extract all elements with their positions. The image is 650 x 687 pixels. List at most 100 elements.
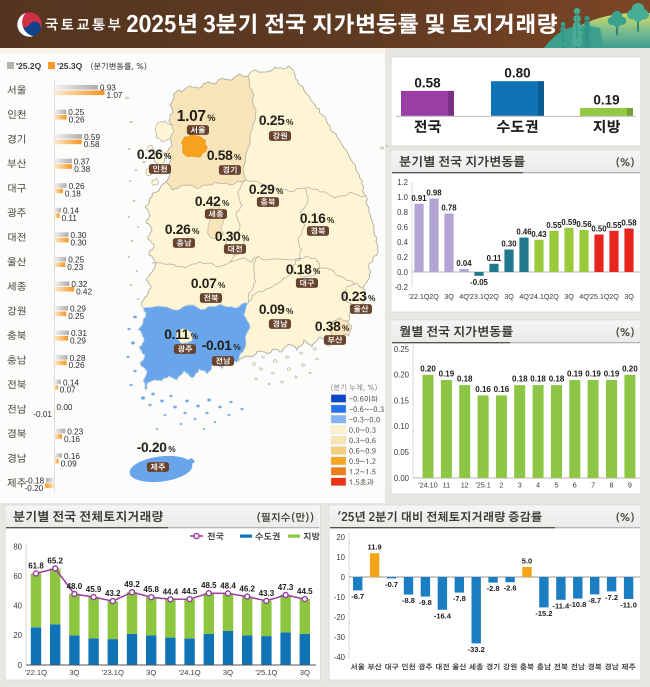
svg-text:0.18: 0.18 (65, 189, 81, 198)
svg-text:0.6: 0.6 (397, 223, 408, 232)
svg-text:0.26%: 0.26% (165, 222, 200, 237)
svg-text:0.05: 0.05 (394, 448, 410, 457)
svg-text:0.58: 0.58 (84, 140, 100, 149)
svg-text:-0.20: -0.20 (25, 484, 44, 493)
svg-text:0.07%: 0.07% (191, 276, 226, 291)
svg-text:0.31: 0.31 (71, 329, 87, 338)
svg-text:0.20: 0.20 (622, 364, 638, 373)
svg-text:-0.7: -0.7 (385, 580, 398, 589)
svg-text:0.91: 0.91 (411, 194, 427, 203)
svg-text:0.11%: 0.11% (164, 327, 198, 342)
svg-text:'23.1Q: '23.1Q (102, 668, 124, 677)
svg-text:44.5: 44.5 (182, 587, 198, 596)
svg-text:0.26: 0.26 (69, 116, 85, 125)
svg-text:0.19: 0.19 (593, 93, 619, 108)
svg-text:0.78: 0.78 (441, 204, 457, 213)
svg-text:0.18: 0.18 (549, 375, 565, 384)
svg-text:-8.7: -8.7 (588, 596, 601, 605)
svg-text:0.26: 0.26 (69, 361, 85, 370)
svg-text:0.26%: 0.26% (137, 147, 172, 162)
svg-text:80: 80 (13, 542, 22, 551)
svg-text:10: 10 (336, 553, 345, 562)
svg-text:-20: -20 (334, 613, 346, 622)
svg-text:4Q: 4Q (519, 292, 529, 301)
svg-text:-0.01%: -0.01% (202, 338, 241, 353)
svg-text:20: 20 (336, 533, 345, 542)
svg-text:'24.1Q: '24.1Q (179, 668, 201, 677)
svg-text:0.00: 0.00 (57, 403, 73, 412)
svg-text:0.07: 0.07 (60, 386, 76, 395)
svg-text:49.2: 49.2 (124, 580, 140, 589)
svg-text:0.42%: 0.42% (195, 194, 230, 209)
svg-text:'23.1Q: '23.1Q (469, 292, 490, 301)
svg-text:'24.1Q: '24.1Q (529, 292, 550, 301)
svg-text:40: 40 (13, 602, 22, 611)
svg-text:0.25%: 0.25% (259, 113, 294, 128)
svg-text:0.25: 0.25 (68, 312, 84, 321)
svg-text:0.19: 0.19 (439, 370, 455, 379)
svg-text:0.46: 0.46 (516, 228, 532, 237)
svg-text:1.0: 1.0 (397, 193, 409, 202)
svg-text:0.0: 0.0 (397, 268, 409, 277)
svg-text:0.04: 0.04 (456, 259, 472, 268)
svg-text:0.11: 0.11 (62, 214, 78, 223)
svg-text:1.07%: 1.07% (177, 108, 216, 125)
svg-text:0.93: 0.93 (100, 84, 116, 93)
svg-text:0.19: 0.19 (567, 370, 583, 379)
svg-text:0.23: 0.23 (67, 427, 83, 436)
svg-text:65.2: 65.2 (47, 557, 63, 566)
svg-text:2Q: 2Q (489, 292, 499, 301)
svg-text:48.5: 48.5 (201, 581, 217, 590)
svg-text:0.29: 0.29 (70, 305, 86, 314)
svg-text:5: 5 (555, 481, 559, 490)
svg-text:0.09: 0.09 (61, 459, 77, 468)
svg-text:0: 0 (18, 661, 23, 670)
svg-text:3Q: 3Q (564, 292, 574, 301)
svg-text:0.18: 0.18 (457, 375, 473, 384)
svg-text:4Q: 4Q (579, 292, 589, 301)
svg-text:0.8: 0.8 (397, 208, 408, 217)
svg-text:'25.2Q: '25.2Q (16, 61, 42, 71)
svg-text:'24.10: '24.10 (418, 481, 437, 490)
svg-text:0.23%: 0.23% (341, 289, 376, 304)
svg-text:3Q: 3Q (146, 668, 156, 677)
svg-text:0.38: 0.38 (74, 165, 90, 174)
svg-text:43.3: 43.3 (259, 589, 275, 598)
svg-text:-0.01: -0.01 (33, 410, 52, 419)
svg-text:-11.0: -11.0 (620, 601, 637, 610)
svg-text:-15.2: -15.2 (535, 609, 552, 618)
svg-text:0.16: 0.16 (64, 452, 80, 461)
svg-text:-7.8: -7.8 (453, 594, 466, 603)
svg-text:-33.2: -33.2 (468, 645, 485, 654)
svg-text:-7.2: -7.2 (605, 593, 618, 602)
svg-text:0.18%: 0.18% (286, 262, 321, 277)
svg-text:48.0: 48.0 (67, 582, 83, 591)
svg-text:0: 0 (341, 573, 346, 582)
svg-text:43.2: 43.2 (105, 589, 121, 598)
svg-text:0.16: 0.16 (494, 385, 510, 394)
svg-text:44.5: 44.5 (297, 587, 313, 596)
svg-text:0.58%: 0.58% (207, 148, 242, 163)
svg-text:-2.6: -2.6 (504, 584, 517, 593)
svg-text:0.4: 0.4 (397, 238, 409, 247)
svg-text:1.07: 1.07 (107, 91, 123, 100)
svg-text:0.16%: 0.16% (300, 211, 335, 226)
svg-text:-0.20%: -0.20% (137, 440, 176, 455)
svg-text:0.55: 0.55 (546, 221, 562, 230)
svg-text:0.15: 0.15 (394, 396, 410, 405)
svg-text:0.30: 0.30 (71, 238, 87, 247)
svg-text:46.2: 46.2 (239, 585, 255, 594)
svg-text:3: 3 (518, 481, 522, 490)
svg-text:0.09%: 0.09% (259, 302, 294, 317)
svg-text:0.58: 0.58 (414, 75, 441, 90)
svg-text:-6.7: -6.7 (351, 592, 364, 601)
svg-text:-30: -30 (334, 633, 346, 642)
svg-text:0.20: 0.20 (420, 364, 436, 373)
svg-text:0.00: 0.00 (394, 474, 410, 483)
svg-text:'25.1Q: '25.1Q (589, 292, 610, 301)
svg-text:-10.8: -10.8 (569, 600, 586, 609)
svg-text:0.23: 0.23 (67, 263, 83, 272)
svg-text:3Q: 3Q (624, 292, 634, 301)
svg-text:12: 12 (461, 481, 469, 490)
svg-text:3Q: 3Q (504, 292, 514, 301)
